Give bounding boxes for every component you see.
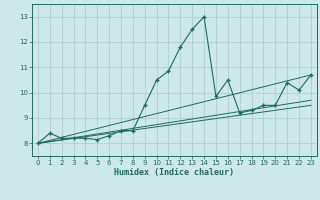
X-axis label: Humidex (Indice chaleur): Humidex (Indice chaleur) — [115, 168, 234, 177]
